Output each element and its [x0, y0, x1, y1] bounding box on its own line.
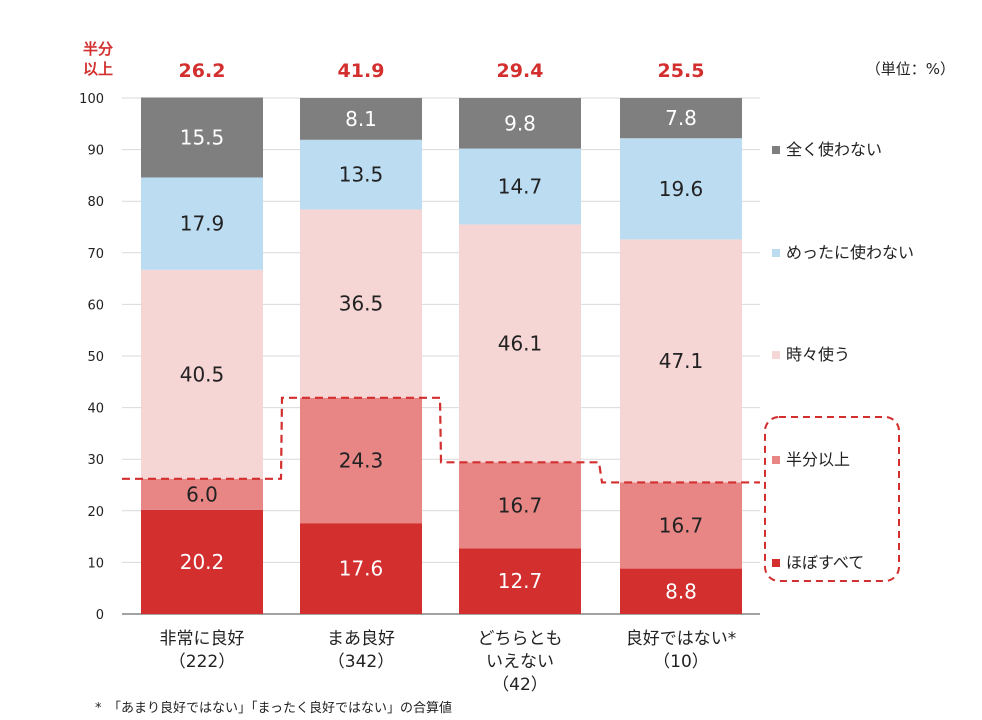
- data-label: 47.1: [659, 349, 704, 373]
- data-label: 40.5: [180, 362, 225, 386]
- bar-segment: [141, 478, 263, 510]
- bar-segment: [300, 209, 422, 398]
- bar-segment: [300, 523, 422, 614]
- y-tick-label: 10: [87, 556, 104, 571]
- data-label: 12.7: [498, 569, 543, 593]
- bar-segment: [459, 548, 581, 614]
- legend-swatch: [772, 351, 780, 359]
- category-label: 良好ではない*: [626, 629, 737, 649]
- bar-segment: [620, 482, 742, 569]
- data-label: 13.5: [339, 163, 384, 187]
- data-label: 20.2: [180, 550, 225, 574]
- y-tick-label: 20: [87, 505, 104, 520]
- y-tick-label: 60: [87, 298, 104, 313]
- data-label: 46.1: [498, 331, 543, 355]
- bar-segment: [141, 509, 263, 614]
- y-tick-label: 50: [87, 350, 104, 365]
- category-label: どちらとも: [478, 629, 563, 649]
- data-label: 8.1: [345, 107, 377, 131]
- bar-segment: [620, 239, 742, 483]
- bars: 20.2 6.0 40.5 17.9 15.5 17.6 24.3 36.5 13.5 8.1 12…: [141, 97, 742, 614]
- category-label: （342）: [328, 652, 394, 672]
- data-label: 8.8: [665, 579, 697, 603]
- unit-label: （単位：%）: [866, 60, 955, 78]
- legend-entry: ほぼすべて: [786, 553, 864, 572]
- data-label: 16.7: [659, 514, 704, 538]
- half-or-more-title: 半分: [83, 40, 113, 58]
- legend-swatch: [772, 456, 780, 464]
- legend-swatch: [772, 559, 780, 567]
- bar-segment: [141, 97, 263, 178]
- bar-segment: [300, 98, 422, 140]
- bar-segment: [459, 224, 581, 463]
- half-or-more-total: 26.2: [179, 60, 226, 82]
- y-tick-label: 0: [96, 608, 104, 623]
- legend-swatch: [772, 146, 780, 154]
- footnote: * 「あまり良好ではない」「まったく良好ではない」の合算値: [95, 700, 452, 716]
- data-label: 16.7: [498, 493, 543, 517]
- category-label: （222）: [169, 652, 235, 672]
- data-label: 36.5: [339, 292, 384, 316]
- half-or-more-total: 29.4: [497, 60, 544, 82]
- half-or-more-total: 25.5: [658, 60, 705, 82]
- bar-segment: [620, 138, 742, 240]
- half-or-more-totals: 半分以上 26.2 41.9 29.4 25.5: [83, 40, 704, 82]
- legend-entry: 半分以上: [786, 450, 850, 469]
- legend-entry: めったに使わない: [786, 243, 914, 262]
- category-label: いえない: [486, 652, 554, 672]
- bar-segment: [620, 98, 742, 139]
- y-tick-label: 80: [87, 195, 104, 210]
- legend-entry: 時々使う: [786, 345, 850, 364]
- data-label: 9.8: [504, 111, 536, 135]
- y-axis: 0 10 20 30 40 50 60 70 80 90 100: [79, 92, 104, 623]
- y-tick-label: 90: [87, 144, 104, 159]
- bar-segment: [141, 177, 263, 270]
- category-label: まあ良好: [327, 629, 395, 649]
- y-tick-label: 100: [79, 92, 104, 107]
- y-tick-label: 40: [87, 402, 104, 417]
- half-or-more-boundary: [122, 396, 760, 484]
- data-label: 24.3: [339, 448, 384, 472]
- half-or-more-title: 以上: [83, 60, 113, 78]
- bar-segment: [620, 568, 742, 614]
- bar-segment: [141, 269, 263, 479]
- bar-segment: [300, 139, 422, 210]
- half-or-more-dashed-line: [122, 396, 760, 484]
- half-or-more-total: 41.9: [338, 60, 385, 82]
- y-tick-label: 70: [87, 247, 104, 262]
- data-label: 17.6: [339, 557, 384, 581]
- bar-segment: [459, 462, 581, 549]
- bar-segment: [459, 148, 581, 225]
- legend-swatch: [772, 249, 780, 257]
- legend-entry: 全く使わない: [786, 140, 882, 159]
- data-label: 15.5: [180, 125, 225, 149]
- data-label: 19.6: [659, 177, 704, 201]
- category-label: （10）: [653, 652, 709, 672]
- bar-segment: [459, 98, 581, 149]
- bar-segment: [300, 397, 422, 524]
- data-label: 17.9: [180, 212, 225, 236]
- data-label: 6.0: [186, 482, 218, 506]
- legend-half-or-more-box: [764, 416, 900, 582]
- category-label: 非常に良好: [160, 629, 245, 649]
- y-tick-label: 30: [87, 453, 104, 468]
- data-label: 14.7: [498, 174, 543, 198]
- data-label: 7.8: [665, 106, 697, 130]
- category-label: （42）: [492, 675, 548, 695]
